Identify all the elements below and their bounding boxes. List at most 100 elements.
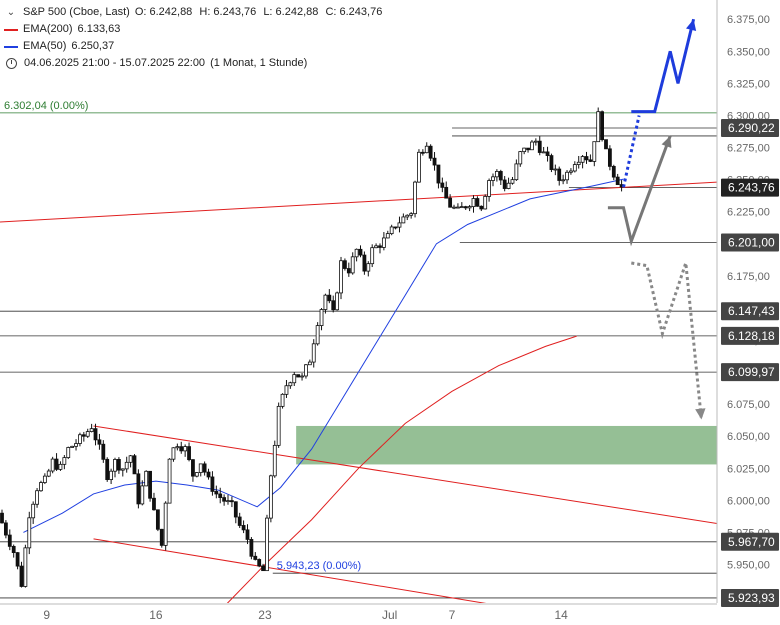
scenario-path-0 bbox=[631, 18, 696, 114]
candle bbox=[584, 156, 589, 161]
candle bbox=[280, 393, 285, 407]
candle bbox=[206, 471, 211, 478]
candle bbox=[557, 168, 562, 181]
scenario-path-3 bbox=[631, 261, 703, 420]
low-value: L: 6.242,88 bbox=[263, 6, 319, 18]
candle bbox=[374, 245, 378, 249]
candle bbox=[261, 565, 265, 572]
candle bbox=[452, 206, 456, 209]
candle bbox=[253, 555, 258, 560]
price-label-text: 5.923,93 bbox=[728, 591, 775, 605]
y-tick-label: 6.000,00 bbox=[727, 495, 770, 507]
candle bbox=[596, 111, 601, 143]
price-label-text: 6.128,18 bbox=[728, 329, 775, 343]
y-tick-label: 6.375,00 bbox=[727, 14, 770, 26]
candle bbox=[218, 493, 223, 498]
candle bbox=[315, 325, 320, 345]
trend-line-0 bbox=[0, 181, 717, 223]
candle bbox=[354, 248, 359, 258]
scenario-arrowhead-3 bbox=[695, 408, 706, 420]
candle bbox=[409, 213, 414, 216]
date-range: 04.06.2025 21:00 - 15.07.2025 22:00 bbox=[24, 57, 206, 69]
candle bbox=[300, 375, 304, 378]
y-tick-label: 6.025,00 bbox=[727, 463, 770, 475]
price-label-text: 6.099,97 bbox=[728, 365, 775, 379]
instrument-name: S&P 500 (Cboe, Last) bbox=[23, 6, 130, 18]
candle bbox=[78, 434, 82, 444]
candle bbox=[502, 179, 507, 189]
collapse-chevron-icon[interactable]: ⌄ bbox=[6, 7, 16, 18]
candle bbox=[191, 459, 195, 477]
candle bbox=[109, 470, 114, 480]
price-label-text: 6.147,43 bbox=[728, 304, 775, 318]
candle bbox=[600, 111, 604, 141]
candle bbox=[611, 165, 616, 178]
candle bbox=[498, 171, 503, 181]
annotation-label-1: 5.943,23 (0.00%) bbox=[277, 560, 361, 572]
candle bbox=[343, 260, 347, 269]
candle bbox=[296, 374, 301, 378]
ema200-swatch bbox=[4, 28, 18, 31]
candle bbox=[569, 170, 573, 173]
candle bbox=[183, 446, 188, 452]
y-tick-label: 6.275,00 bbox=[727, 143, 770, 155]
candle bbox=[307, 361, 312, 366]
close-value: C: 6.243,76 bbox=[325, 6, 383, 18]
legend-range-row: 04.06.2025 21:00 - 15.07.2025 22:00 (1 M… bbox=[4, 55, 386, 72]
candle bbox=[230, 500, 234, 503]
candle bbox=[144, 470, 149, 487]
candle bbox=[432, 157, 437, 166]
legend-ema50-row[interactable]: EMA(50) 6.250,37 bbox=[4, 38, 386, 55]
candle bbox=[85, 431, 90, 437]
candle bbox=[522, 147, 527, 153]
candle bbox=[459, 206, 464, 209]
candle bbox=[479, 205, 484, 210]
candle bbox=[19, 565, 24, 587]
candle bbox=[74, 443, 78, 447]
candle bbox=[226, 500, 230, 503]
candle bbox=[526, 147, 530, 151]
x-tick-label: 7 bbox=[449, 608, 456, 622]
candle bbox=[420, 151, 425, 154]
price-label-box bbox=[721, 326, 779, 345]
trend-line-1 bbox=[93, 425, 717, 524]
candle bbox=[378, 245, 382, 248]
candle bbox=[592, 141, 597, 162]
candle bbox=[553, 168, 558, 171]
candle bbox=[358, 248, 363, 256]
candle bbox=[62, 457, 67, 465]
candle bbox=[214, 491, 219, 495]
x-tick-label: Jul bbox=[382, 608, 397, 622]
candle bbox=[105, 458, 110, 480]
candle bbox=[381, 237, 386, 248]
y-tick-label: 6.325,00 bbox=[727, 78, 770, 90]
candle bbox=[487, 180, 491, 197]
candle bbox=[101, 443, 106, 460]
candle bbox=[413, 181, 417, 215]
candle bbox=[210, 476, 215, 492]
candle bbox=[284, 385, 289, 395]
candle bbox=[70, 445, 75, 448]
candle bbox=[518, 151, 523, 165]
price-label-box bbox=[721, 363, 779, 382]
candle bbox=[11, 545, 16, 553]
candle bbox=[23, 547, 28, 587]
candle bbox=[339, 260, 343, 294]
x-axis-background bbox=[0, 603, 717, 625]
trend-line-2 bbox=[93, 538, 487, 603]
candle bbox=[237, 516, 242, 526]
candle bbox=[140, 485, 145, 505]
y-tick-label: 6.175,00 bbox=[727, 271, 770, 283]
legend-ema200-row[interactable]: EMA(200) 6.133,63 bbox=[4, 21, 386, 38]
candle bbox=[572, 164, 577, 172]
scenario-path-1 bbox=[622, 115, 641, 188]
candle bbox=[405, 214, 410, 218]
candle bbox=[268, 475, 273, 519]
candle bbox=[545, 151, 550, 156]
candle bbox=[132, 455, 137, 475]
legend-instrument-row: ⌄ S&P 500 (Cboe, Last) O: 6.242,88 H: 6.… bbox=[4, 4, 386, 21]
candle bbox=[362, 254, 367, 272]
price-label-box bbox=[721, 302, 779, 321]
candle bbox=[494, 171, 499, 178]
